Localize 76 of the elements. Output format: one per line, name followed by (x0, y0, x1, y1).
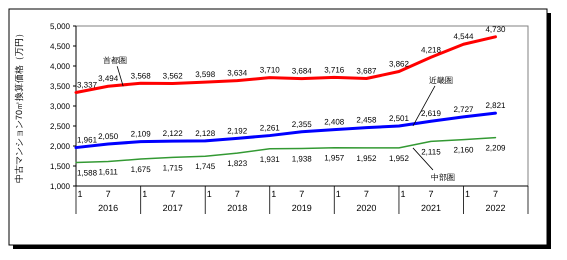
data-label: 4,218 (420, 45, 442, 54)
y-axis-title: 中古マンション70㎡換算価格（万円） (14, 28, 24, 184)
data-label: 1,957 (324, 154, 345, 163)
x-tick-label: 1 (77, 189, 83, 199)
x-tick-label: 7 (170, 189, 176, 199)
text: 首都圏 (103, 56, 128, 66)
data-label: 3,862 (388, 60, 410, 69)
text: 2018 (227, 203, 248, 213)
data-label: 3,687 (356, 66, 377, 76)
data-label: 1,931 (260, 154, 280, 164)
data-label: 4,730 (485, 24, 506, 34)
data-label: 1,611 (98, 168, 118, 177)
data-label: 3,337 (77, 80, 98, 90)
y-tick-label: 2,000 (50, 142, 71, 151)
data-label: 2,122 (162, 129, 184, 138)
data-label: 1,745 (195, 162, 216, 172)
data-label: 1,823 (227, 159, 248, 168)
text: 2022 (485, 203, 506, 213)
y-tick-label: 1,500 (50, 162, 71, 171)
text: 中部圏 (430, 172, 455, 182)
data-label: 2,501 (388, 114, 410, 123)
data-label: 2,727 (453, 104, 474, 114)
x-tick-label: 1 (464, 189, 470, 199)
data-label: 1,952 (356, 154, 377, 163)
data-label: 1,675 (130, 165, 152, 174)
data-label: 3,710 (260, 66, 280, 75)
data-label: 3,716 (324, 65, 345, 74)
x-tick-label: 1 (336, 189, 341, 199)
x-tick-label: 1 (142, 189, 148, 199)
text: 2020 (356, 203, 376, 213)
text: 近畿圏 (428, 76, 453, 85)
y-tick-label: 1,000 (50, 182, 71, 191)
x-tick-label: 7 (299, 189, 304, 199)
x-tick-label: 1 (206, 189, 212, 199)
data-label: 1,938 (292, 154, 312, 164)
data-label: 4,544 (453, 32, 474, 42)
data-label: 3,568 (130, 71, 152, 80)
data-label: 1,961 (77, 136, 98, 145)
data-label: 1,715 (162, 163, 184, 172)
data-label: 1,588 (77, 168, 98, 178)
data-label: 2,355 (292, 120, 312, 129)
y-tick-label: 3,500 (50, 82, 71, 91)
data-label: 3,494 (98, 74, 119, 84)
data-label: 3,598 (195, 70, 216, 80)
y-tick-label: 4,500 (50, 42, 71, 51)
data-label: 3,684 (292, 66, 312, 76)
x-tick-label: 7 (234, 189, 240, 199)
x-tick-label: 1 (271, 189, 276, 199)
y-tick-label: 5,000 (50, 22, 71, 31)
data-label: 2,109 (130, 130, 152, 139)
x-tick-label: 7 (428, 189, 434, 199)
data-label: 2,619 (420, 109, 442, 118)
text: 2016 (98, 203, 118, 213)
data-label: 2,192 (227, 126, 248, 136)
data-label: 2,821 (485, 101, 506, 110)
text: 2019 (292, 203, 312, 213)
data-label: 2,128 (195, 128, 216, 138)
x-tick-label: 1 (400, 189, 406, 199)
text: 2021 (420, 203, 441, 213)
x-tick-label: 7 (364, 189, 369, 199)
data-label: 2,050 (98, 132, 119, 141)
x-tick-label: 7 (106, 189, 111, 199)
data-label: 2,160 (453, 146, 474, 155)
data-label: 3,562 (162, 72, 184, 81)
x-tick-label: 7 (492, 189, 498, 199)
y-tick-label: 2,500 (50, 122, 71, 131)
data-label: 2,261 (260, 124, 280, 133)
data-label: 2,115 (421, 147, 442, 156)
data-label: 2,458 (356, 116, 377, 125)
data-label: 1,952 (388, 154, 410, 163)
data-label: 3,634 (227, 68, 248, 78)
text: 2017 (162, 203, 183, 213)
data-label: 2,209 (485, 144, 506, 153)
y-tick-label: 4,000 (50, 62, 71, 71)
data-label: 2,408 (324, 118, 345, 127)
y-tick-label: 3,000 (50, 102, 71, 111)
